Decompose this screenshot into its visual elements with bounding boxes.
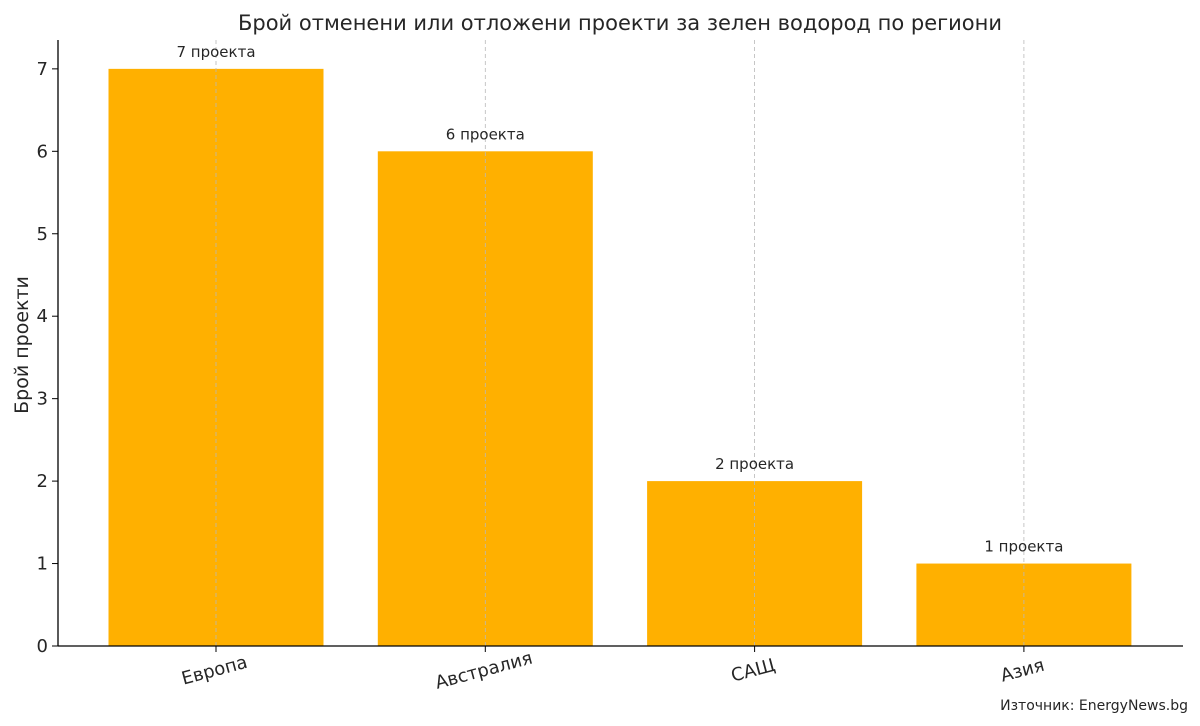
- y-tick-label: 6: [37, 141, 48, 162]
- y-tick-label: 4: [37, 306, 48, 327]
- data-label: 7 проекта: [176, 43, 255, 61]
- data-label: 6 проекта: [446, 125, 525, 143]
- bar: [916, 563, 1132, 646]
- y-tick-label: 2: [37, 471, 48, 492]
- x-tick-label: САЩ: [729, 655, 777, 687]
- data-label: 2 проекта: [715, 455, 794, 473]
- x-tick-label: Европа: [179, 652, 249, 690]
- y-tick-label: 1: [37, 554, 48, 575]
- y-tick-label: 0: [37, 636, 48, 657]
- bar: [647, 481, 863, 646]
- chart-title: Брой отменени или отложени проекти за зе…: [238, 11, 1002, 35]
- grid: [215, 40, 1025, 646]
- y-axis-label: Брой проекти: [11, 276, 33, 414]
- bars: [108, 68, 1132, 647]
- data-labels: 7 проекта 6 проекта 2 проекта 1 проекта: [176, 43, 1063, 556]
- y-tick-label: 7: [37, 59, 48, 80]
- source-note: Източник: EnergyNews.bg: [1000, 698, 1188, 714]
- y-tick-label: 5: [37, 224, 48, 245]
- data-label: 1 проекта: [984, 538, 1063, 556]
- x-tick-label: Азия: [998, 655, 1046, 687]
- y-tick-label: 3: [37, 389, 48, 410]
- x-axis-ticks: Европа Австралия САЩ Азия: [179, 646, 1047, 694]
- y-axis-ticks: 0 1 2 3 4 5 6 7: [37, 59, 58, 657]
- x-tick-label: Австралия: [433, 648, 535, 694]
